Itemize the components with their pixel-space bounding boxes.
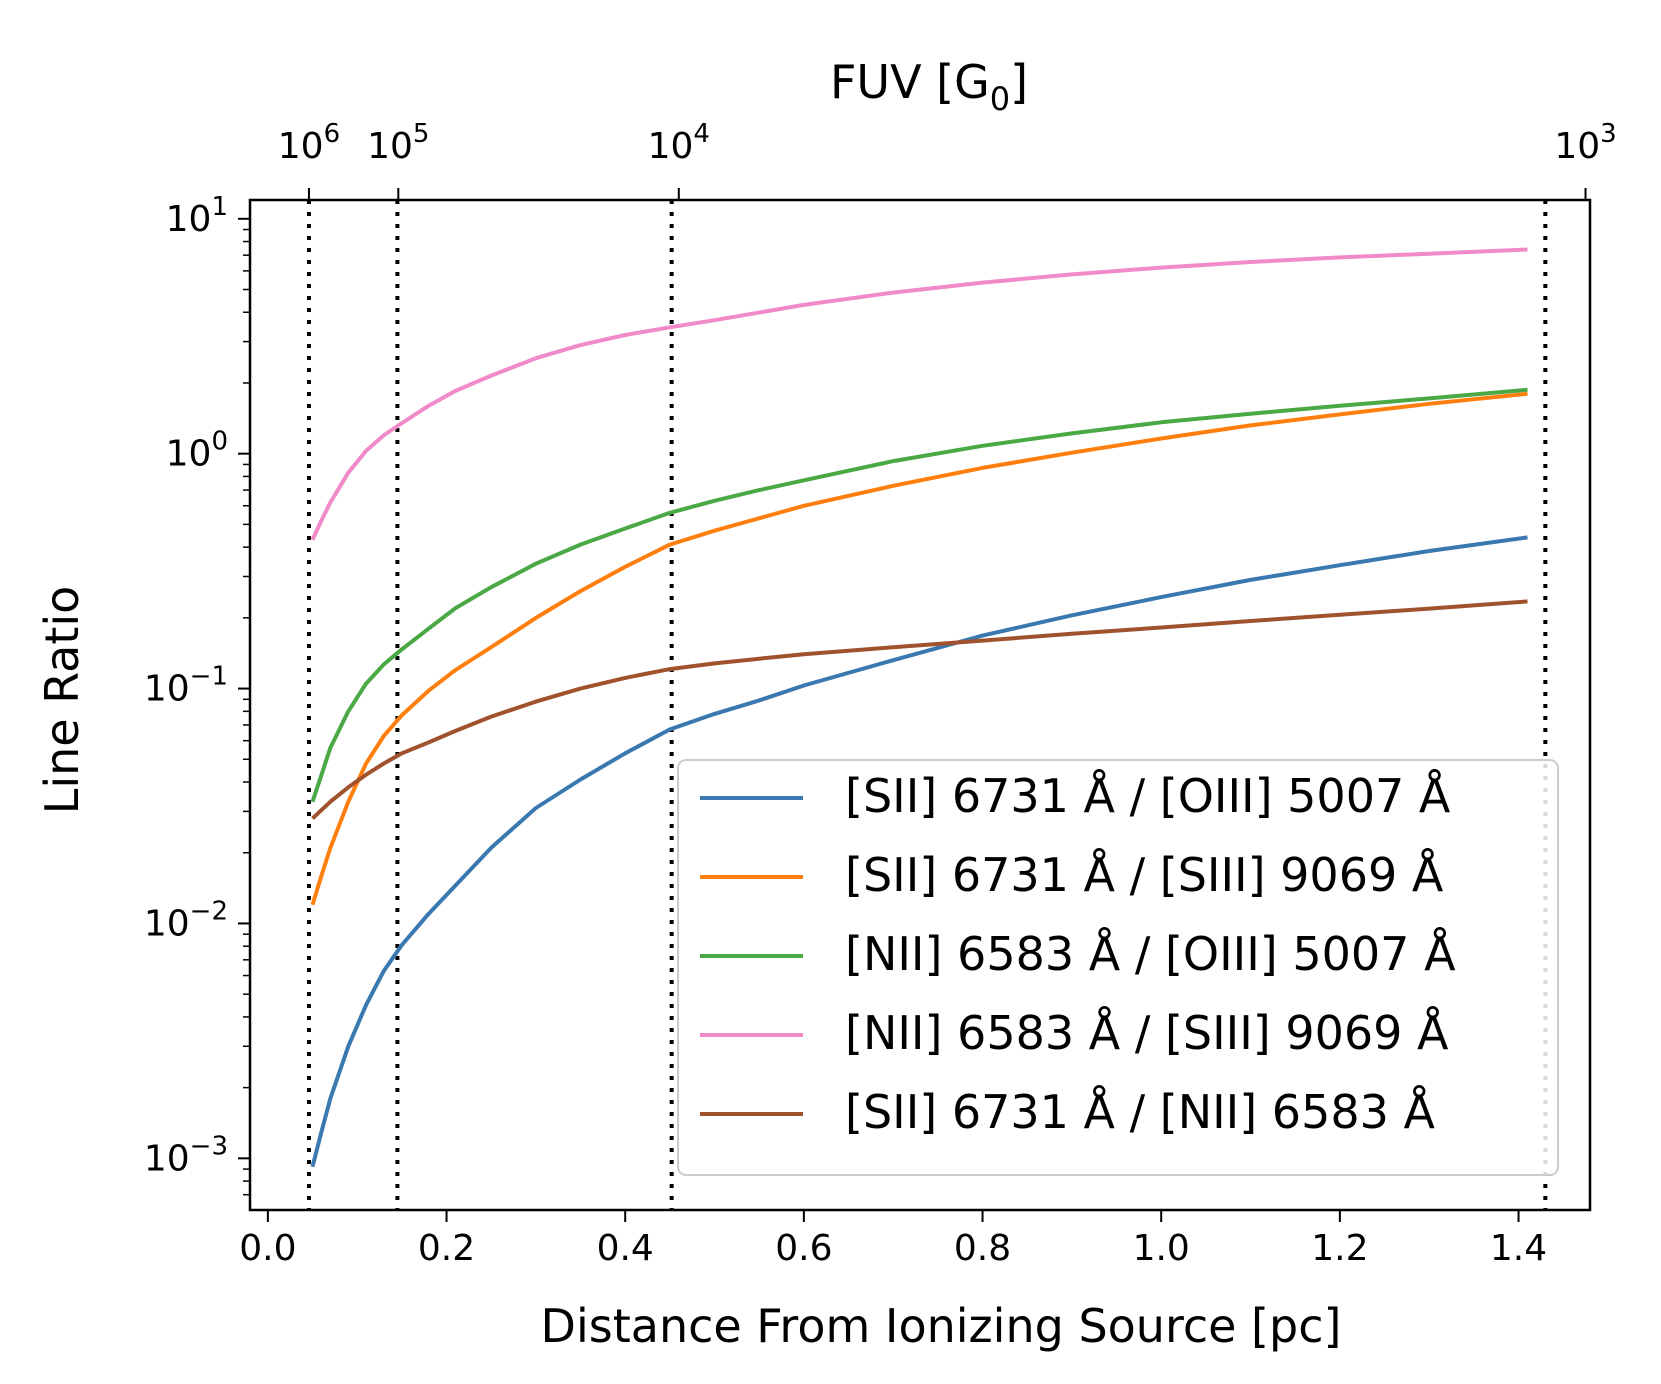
y-tick-label: 10−3 [144, 1131, 228, 1179]
legend-label-1: [SII] 6731 Å / [OIII] 5007 Å [845, 769, 1451, 823]
series-line-3 [310, 387, 1528, 803]
top-axis-title: FUV [G0] [830, 55, 1028, 118]
top-tick-label: 105 [367, 119, 429, 167]
legend-box [677, 759, 1559, 1176]
legend-label-5: [SII] 6731 Å / [NII] 6583 Å [845, 1085, 1435, 1139]
x-axis-title: Distance From Ionizing Source [pc] [541, 1299, 1342, 1353]
y-tick-label: 10−2 [144, 896, 228, 944]
x-tick-label: 0.6 [775, 1228, 832, 1269]
x-tick-label: 0.2 [418, 1228, 475, 1269]
legend: [SII] 6731 Å / [OIII] 5007 Å [SII] 6731 Å… [677, 759, 1559, 1176]
top-tick-label: 106 [278, 119, 340, 167]
x-tick-label: 1.2 [1311, 1228, 1368, 1269]
plot-area: 0.0 0.2 0.4 0.6 0.8 1.0 1.2 1.4 101 100 10−1 10−2 10… [144, 119, 1617, 1269]
y-tick-label: 10−1 [144, 662, 228, 710]
axes-frame [248, 198, 1592, 1212]
x-tick-label: 0.8 [954, 1228, 1011, 1269]
y-axis-title: Line Ratio [35, 586, 89, 815]
series-group [310, 247, 1528, 1168]
legend-label-3: [NII] 6583 Å / [OIII] 5007 Å [845, 927, 1456, 981]
series-line-4 [310, 247, 1528, 541]
y-tick-label: 101 [166, 192, 228, 240]
series-line-1 [310, 535, 1528, 1168]
legend-label-2: [SII] 6731 Å / [SIII] 9069 Å [845, 848, 1444, 902]
top-tick-label: 103 [1554, 119, 1616, 167]
legend-label-4: [NII] 6583 Å / [SIII] 9069 Å [845, 1006, 1449, 1060]
x-tick-label: 0.4 [597, 1228, 654, 1269]
x-tick-label: 0.0 [239, 1228, 296, 1269]
series-line-2 [310, 391, 1528, 906]
x-tick-label: 1.4 [1490, 1228, 1547, 1269]
top-tick-label: 104 [648, 119, 710, 167]
series-line-5 [311, 599, 1528, 820]
y-tick-label: 100 [166, 427, 228, 475]
x-tick-label: 1.0 [1133, 1228, 1190, 1269]
